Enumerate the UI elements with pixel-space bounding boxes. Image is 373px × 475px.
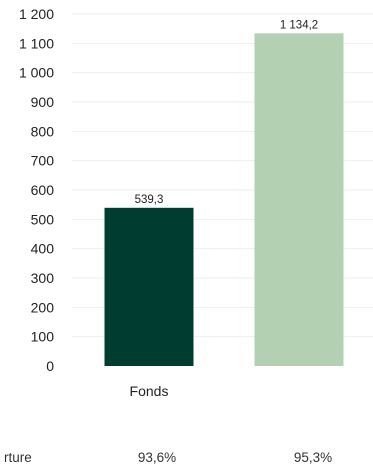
y-tick-label: 900 xyxy=(31,94,55,110)
y-tick-label: 1 000 xyxy=(19,65,54,81)
bar xyxy=(104,207,194,366)
y-tick-label: 300 xyxy=(31,270,55,286)
y-tick-label: 500 xyxy=(31,211,55,227)
y-tick-label: 700 xyxy=(31,153,55,169)
category-label: Fonds xyxy=(130,383,169,399)
coverage-row-label: rture xyxy=(4,450,32,465)
coverage-value: 95,3% xyxy=(294,450,332,465)
y-tick-label: 100 xyxy=(31,329,55,345)
bar xyxy=(254,33,344,367)
y-tick-label: 600 xyxy=(31,182,55,198)
y-tick-label: 800 xyxy=(31,123,55,139)
y-tick-label: 200 xyxy=(31,299,55,315)
coverage-value: 93,6% xyxy=(138,450,176,465)
y-tick-label: 0 xyxy=(46,358,54,374)
y-tick-label: 400 xyxy=(31,241,55,257)
y-tick-label: 1 100 xyxy=(19,35,54,51)
data-label: 539,3 xyxy=(135,194,164,206)
y-tick-label: 1 200 xyxy=(19,6,54,22)
data-label: 1 134,2 xyxy=(280,19,318,31)
